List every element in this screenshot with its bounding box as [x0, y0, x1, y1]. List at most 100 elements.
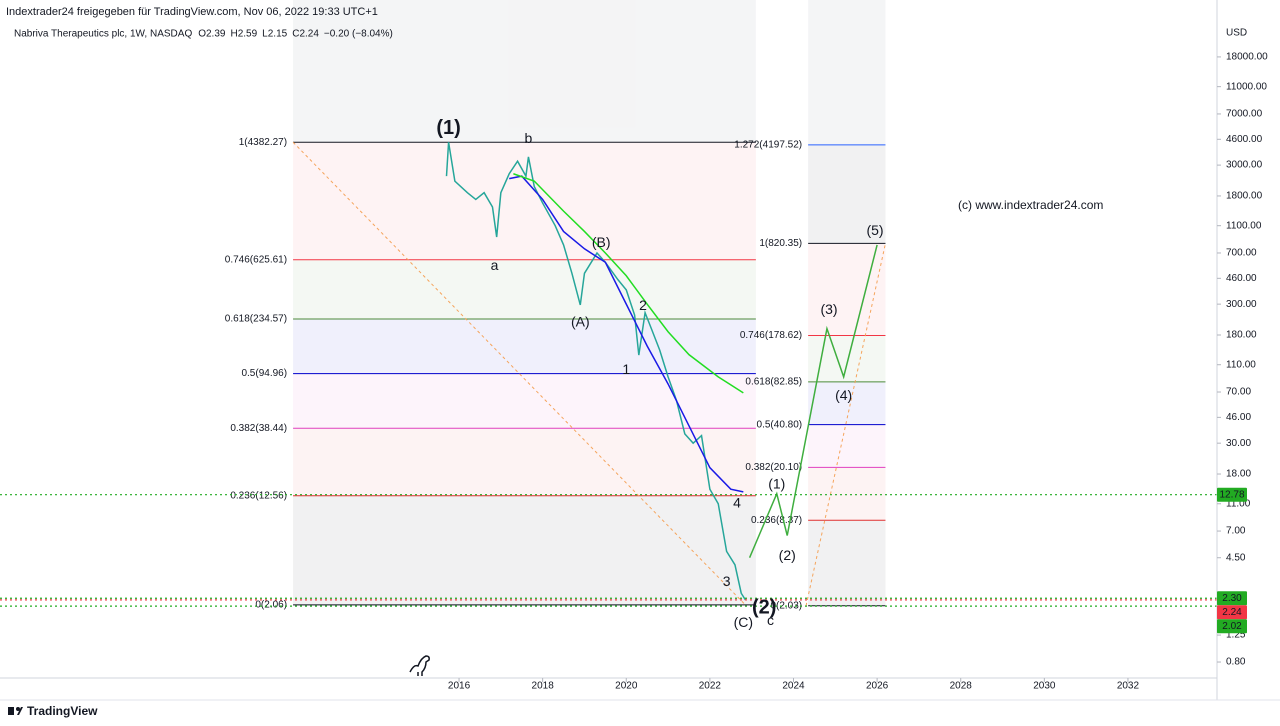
fib-zone	[808, 144, 886, 244]
wave-label: b	[525, 130, 533, 146]
y-tick-label: 30.00	[1226, 438, 1251, 449]
x-tick-label: 2032	[1117, 681, 1140, 692]
wave-label: (2)	[752, 597, 776, 619]
fib-label: 1(820.35)	[759, 238, 802, 249]
y-tick-label: 3000.00	[1226, 160, 1263, 171]
wave-label: 3	[723, 573, 731, 589]
fib-zone	[293, 428, 756, 496]
x-tick-label: 2028	[950, 681, 973, 692]
y-tick-label: 1.25	[1226, 630, 1246, 641]
fib-zone	[808, 243, 886, 336]
wave-label: (5)	[866, 222, 883, 238]
x-tick-label: 2022	[699, 681, 722, 692]
logo-mark	[17, 707, 23, 715]
price-badge-label: 2.24	[1222, 607, 1242, 618]
y-tick-label: 700.00	[1226, 248, 1257, 259]
ohlc-key: H	[230, 29, 237, 40]
fib-label: 0.382(38.44)	[230, 423, 287, 434]
price-badge	[1217, 605, 1247, 620]
y-tick-label: 18000.00	[1226, 52, 1268, 63]
x-tick-label: 2026	[866, 681, 889, 692]
trendline	[805, 243, 886, 606]
x-tick-label: 2016	[448, 681, 471, 692]
fib-label: 0.382(20.10)	[745, 462, 802, 473]
fib-zone	[293, 373, 756, 429]
price-badge-label: 2.02	[1222, 621, 1242, 632]
wave-label: 1	[622, 361, 630, 377]
y-tick-label: 0.80	[1226, 657, 1246, 668]
logo-mark	[8, 707, 14, 715]
y-tick-label: 11000.00	[1226, 81, 1267, 92]
y-tick-label: 70.00	[1226, 387, 1251, 398]
y-tick-label: 460.00	[1226, 273, 1257, 284]
x-tick-label: 2030	[1033, 681, 1056, 692]
wave-label: (3)	[820, 301, 837, 317]
fib-label: 0.5(40.80)	[757, 419, 803, 430]
wave-label: c	[767, 612, 774, 628]
wave-label: (2)	[779, 547, 796, 563]
fib-zone	[808, 467, 886, 521]
wave-label: (C)	[734, 614, 753, 630]
series-line	[748, 244, 878, 559]
ohlc-value: 2.24	[299, 29, 319, 40]
wave-label: 4	[733, 494, 741, 510]
wave-label: (1)	[768, 476, 785, 492]
y-tick-label: 7.00	[1226, 526, 1246, 537]
y-tick-label: 4.50	[1226, 552, 1246, 563]
plot-area: 1(4382.27) 0.746(625.61) 0.618(234.57) 0.5(…	[0, 0, 1217, 630]
y-tick-label: 300.00	[1226, 299, 1257, 310]
fib-label: 0.618(82.85)	[745, 376, 802, 387]
wave-label: (A)	[571, 314, 590, 330]
series-line	[445, 142, 747, 601]
y-tick-label: 180.00	[1226, 330, 1257, 341]
y-tick-label: 4600.00	[1226, 134, 1263, 145]
fib-zone	[293, 318, 756, 374]
series-line	[509, 175, 744, 493]
fib-label: 0(2.06)	[255, 600, 287, 611]
fib-label: 1(4382.27)	[239, 137, 287, 148]
change: −0.20 (−8.04%)	[324, 29, 393, 40]
y-tick-label: 110.00	[1226, 359, 1256, 370]
dino-icon[interactable]	[409, 655, 430, 676]
fib-zone	[293, 495, 756, 605]
fib-zone	[808, 381, 886, 425]
y-tick-label: 1800.00	[1226, 191, 1263, 202]
fib-label: 0.746(625.61)	[225, 254, 287, 265]
copyright: (c) www.indextrader24.com	[958, 198, 1103, 212]
wave-label: (4)	[835, 387, 852, 403]
ohlc-key: O	[198, 29, 206, 40]
ohlc-key: L	[262, 29, 268, 40]
fib-label: 0.746(178.62)	[740, 330, 802, 341]
price-badge	[1217, 487, 1247, 502]
share-line: Indextrader24 freigegeben für TradingVie…	[6, 6, 378, 18]
price-badge-label: 12.78	[1219, 489, 1244, 500]
y-tick-label: 18.00	[1226, 469, 1251, 480]
y-tick-label: 7000.00	[1226, 109, 1263, 120]
wave-label: a	[491, 257, 499, 273]
price-badge-label: 2.30	[1222, 593, 1242, 604]
fib-top-zone	[293, 0, 756, 143]
fib-zone	[808, 520, 886, 606]
brand: TradingView	[27, 704, 98, 718]
wave-label: 2	[639, 297, 647, 313]
price-badge	[1217, 619, 1247, 634]
x-tick-label: 2018	[532, 681, 555, 692]
fib-zone	[808, 335, 886, 382]
fib-zone	[293, 142, 756, 260]
fib-zone	[293, 259, 756, 319]
fib-label: 0.618(234.57)	[225, 314, 287, 325]
y-tick-label: 1100.00	[1226, 220, 1262, 231]
wave-label: (B)	[592, 234, 611, 250]
price-badge	[1217, 591, 1247, 606]
x-tick-label: 2020	[615, 681, 638, 692]
wave-label: (1)	[436, 117, 460, 139]
ohlc-value: 2.39	[206, 29, 226, 40]
y-tick-label: 46.00	[1226, 412, 1251, 423]
brand-logo[interactable]: TradingView	[8, 704, 98, 718]
currency: USD	[1226, 28, 1247, 39]
ohlc-value: 2.15	[268, 29, 288, 40]
x-tick-label: 2024	[782, 681, 805, 692]
ohlc-value: 2.59	[238, 29, 258, 40]
ohlc-key: C	[292, 29, 299, 40]
